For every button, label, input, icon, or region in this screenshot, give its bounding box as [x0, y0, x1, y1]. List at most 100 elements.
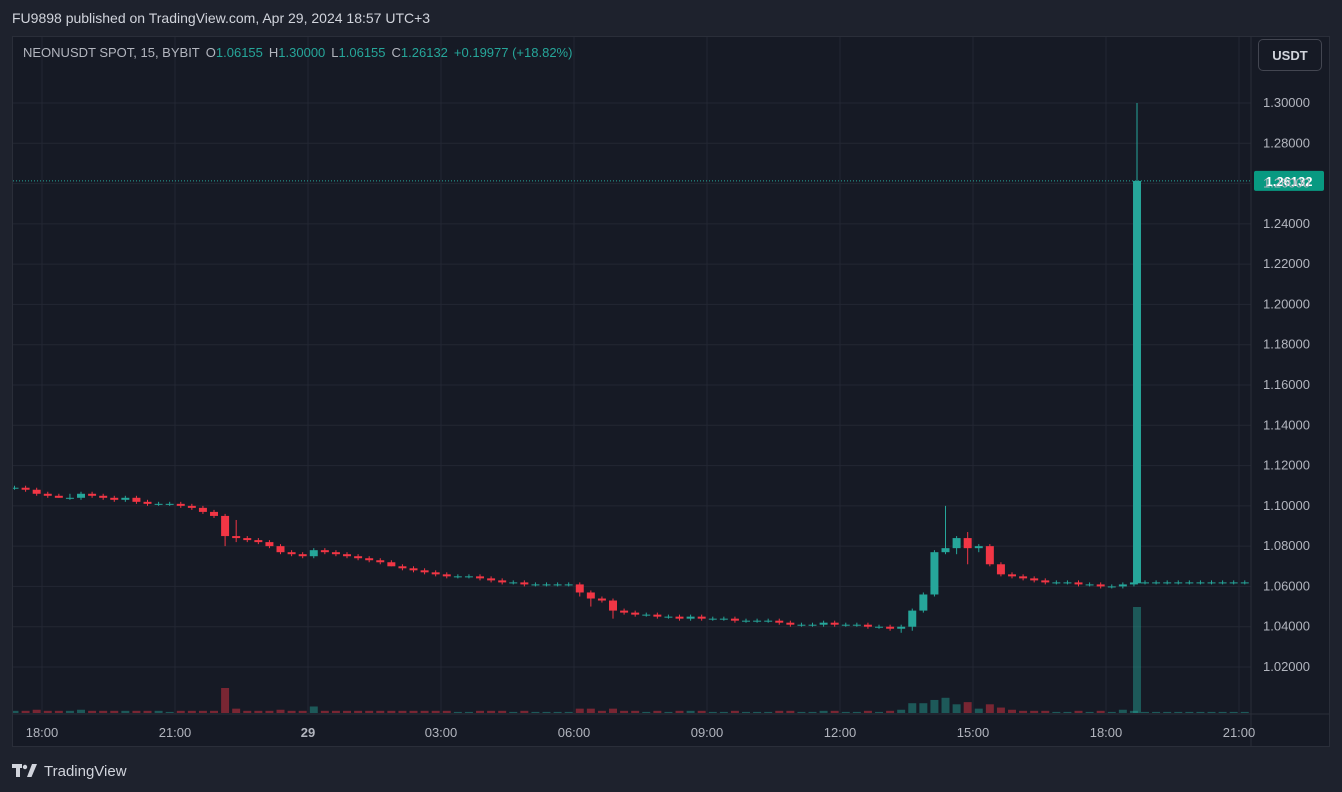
volume-bar — [243, 710, 252, 713]
volume-bar — [764, 711, 773, 713]
last-price-badge — [1254, 170, 1324, 191]
candle-body — [620, 610, 629, 613]
candle-body — [1118, 584, 1127, 587]
volume-bar — [1019, 710, 1028, 713]
y-tick-label: 1.06000 — [1263, 578, 1310, 593]
candle-body — [575, 584, 584, 593]
published-caption: FU9898 published on TradingView.com, Apr… — [12, 10, 431, 26]
volume-bar — [77, 709, 86, 713]
volume-bar — [154, 710, 163, 713]
footer: TradingView — [12, 760, 127, 782]
volume-bar — [941, 697, 950, 713]
volume-bar — [586, 708, 595, 713]
candle-body — [187, 505, 196, 508]
candle-body — [996, 564, 1005, 575]
candle-body — [143, 501, 152, 504]
volume-bar — [265, 710, 274, 713]
candle-body — [985, 546, 994, 565]
y-tick-label: 1.16000 — [1263, 377, 1310, 392]
candle-body — [354, 556, 363, 559]
close-label: C — [391, 45, 401, 60]
volume-bar — [1207, 711, 1216, 713]
volume-bar — [13, 710, 19, 713]
candle-body — [99, 495, 108, 498]
candle-body — [719, 618, 728, 620]
y-tick-label: 1.22000 — [1263, 256, 1310, 271]
candle-body — [631, 612, 640, 615]
candle-body — [1129, 582, 1138, 585]
candle-body — [775, 620, 784, 623]
open-label: O — [205, 45, 216, 60]
volume-bar — [819, 710, 828, 713]
volume-bar — [897, 709, 906, 713]
volume-bar — [908, 703, 917, 713]
candle-body — [764, 620, 773, 622]
candle-body — [642, 614, 651, 616]
candle-body — [908, 610, 917, 627]
y-tick-label: 1.02000 — [1263, 659, 1310, 674]
candle-body — [553, 584, 562, 586]
candles — [13, 103, 1249, 633]
symbol-label[interactable]: NEONUSDT SPOT, 15, BYBIT — [23, 45, 200, 60]
volume-bar — [875, 711, 884, 713]
candle-body — [165, 503, 174, 505]
volume-bar — [99, 710, 108, 713]
candle-body — [919, 594, 928, 611]
volume-bar — [1008, 709, 1017, 713]
volume-bar — [1074, 710, 1083, 713]
candle-body — [65, 497, 74, 499]
volume-bar — [110, 710, 119, 713]
volume-bar — [1240, 711, 1249, 713]
y-tick-label: 1.24000 — [1263, 216, 1310, 231]
volume-bar — [165, 711, 174, 713]
x-tick-label: 06:00 — [558, 725, 591, 740]
last-price-line: 1.26132 — [13, 170, 1324, 191]
x-tick-label: 09:00 — [691, 725, 724, 740]
candle-body — [1196, 582, 1205, 584]
volume-bar — [830, 710, 839, 713]
volume-bar — [464, 711, 473, 713]
candle-body — [841, 624, 850, 626]
candle-body — [509, 582, 518, 584]
candle-body — [287, 552, 296, 555]
volume-bar — [664, 711, 673, 713]
volume-bar — [398, 710, 407, 713]
open-value: 1.06155 — [215, 45, 263, 60]
x-tick-label: 12:00 — [824, 725, 857, 740]
volume-bar — [963, 702, 972, 713]
candle-body — [941, 548, 950, 553]
volume-bar — [298, 710, 307, 713]
candlestick-chart[interactable]: 1.26132 1.02000 1.04000 1.06000 1.08000 1.10… — [13, 37, 1329, 746]
volume-bar — [143, 710, 152, 713]
volume-bar — [21, 710, 30, 713]
candle-body — [420, 570, 429, 573]
volume-bar — [453, 711, 462, 713]
chart-frame[interactable]: 1.26132 1.02000 1.04000 1.06000 1.08000 1.10… — [12, 36, 1330, 747]
last-price-label: 1.26132 — [1266, 174, 1313, 189]
y-tick-label: 1.30000 — [1263, 95, 1310, 110]
volume-bar — [287, 710, 296, 713]
candle-body — [1229, 582, 1238, 584]
candle-body — [742, 620, 751, 622]
brand-name[interactable]: TradingView — [44, 762, 127, 780]
candle-body — [309, 550, 318, 557]
high-group: H 1.30000 — [269, 45, 325, 60]
candle-body — [121, 497, 130, 500]
candle-body — [254, 540, 263, 543]
y-tick-label: 1.20000 — [1263, 296, 1310, 311]
candle-body — [331, 552, 340, 555]
change-value: +0.19977 (+18.82%) — [453, 45, 573, 60]
candle-body — [963, 538, 972, 549]
candle-body — [1174, 582, 1183, 584]
volume-bar — [509, 711, 518, 713]
volume-bar — [121, 710, 130, 713]
currency-button[interactable]: USDT — [1258, 39, 1322, 71]
volume-bar — [331, 710, 340, 713]
volume-bar — [520, 710, 529, 713]
candle-body — [753, 620, 762, 622]
volume-bar — [32, 709, 41, 713]
candle-body — [686, 616, 695, 619]
tradingview-logo-icon[interactable] — [12, 764, 38, 778]
volume-bar — [1133, 607, 1141, 713]
candle-body — [1218, 582, 1227, 584]
